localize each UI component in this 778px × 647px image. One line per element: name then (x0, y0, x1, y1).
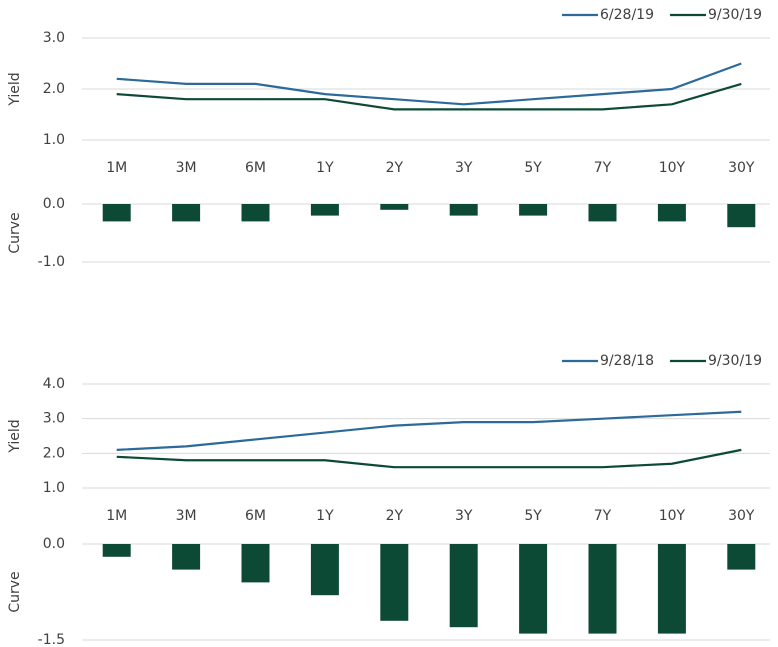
bar (102, 204, 131, 222)
x-tick-label: 30Y (728, 508, 755, 524)
bar (102, 544, 131, 557)
bar (310, 204, 339, 216)
bar (519, 544, 548, 634)
legend-label: 6/28/19 (600, 7, 654, 23)
x-tick-label: 10Y (659, 508, 686, 524)
y-tick-label: 3.0 (43, 30, 65, 46)
bar (727, 544, 756, 570)
bar (380, 204, 409, 210)
y-tick-label: 2.0 (43, 81, 65, 97)
axis-title: Yield (7, 419, 23, 453)
line (116, 448, 742, 469)
bar (310, 544, 339, 596)
y-tick-label: 1.0 (43, 480, 65, 496)
line (116, 62, 742, 106)
x-tick-label: 1M (106, 160, 127, 176)
legend-label: 9/30/19 (708, 353, 762, 369)
legend-label: 9/30/19 (708, 7, 762, 23)
line (116, 82, 742, 111)
y-tick-label: 4.0 (43, 376, 65, 392)
x-tick-label: 1M (106, 508, 127, 524)
bar (241, 204, 270, 222)
y-tick-label: -1.5 (38, 632, 65, 647)
axis-title: Yield (7, 72, 23, 106)
bar (588, 204, 617, 222)
axis-title: Curve (7, 212, 23, 253)
y-tick-label: 2.0 (43, 445, 65, 461)
y-tick-label: -1.0 (38, 254, 65, 270)
x-tick-label: 3Y (455, 160, 473, 176)
bar (657, 204, 686, 222)
bar (172, 544, 201, 570)
y-tick-label: 3.0 (43, 411, 65, 427)
x-tick-label: 2Y (386, 508, 404, 524)
bar (449, 544, 478, 628)
x-tick-label: 5Y (524, 508, 542, 524)
bar (588, 544, 617, 634)
axis-title: Curve (7, 571, 23, 612)
x-tick-label: 7Y (594, 160, 612, 176)
x-tick-label: 3M (176, 160, 197, 176)
x-tick-label: 30Y (728, 160, 755, 176)
x-tick-label: 3M (176, 508, 197, 524)
x-tick-label: 6M (245, 160, 266, 176)
x-tick-label: 3Y (455, 508, 473, 524)
bar (380, 544, 409, 621)
y-tick-label: 1.0 (43, 132, 65, 148)
bar (241, 544, 270, 583)
x-tick-label: 6M (245, 508, 266, 524)
x-tick-label: 2Y (386, 160, 404, 176)
x-tick-label: 5Y (524, 160, 542, 176)
x-tick-label: 1Y (316, 160, 334, 176)
bar (519, 204, 548, 216)
line (116, 410, 742, 451)
legend-label: 9/28/18 (600, 353, 654, 369)
bar (727, 204, 756, 228)
x-tick-label: 7Y (594, 508, 612, 524)
y-tick-label: 0.0 (43, 196, 65, 212)
x-tick-label: 1Y (316, 508, 334, 524)
bar (449, 204, 478, 216)
bar (657, 544, 686, 634)
bar (172, 204, 201, 222)
y-tick-label: 0.0 (43, 536, 65, 552)
x-tick-label: 10Y (659, 160, 686, 176)
